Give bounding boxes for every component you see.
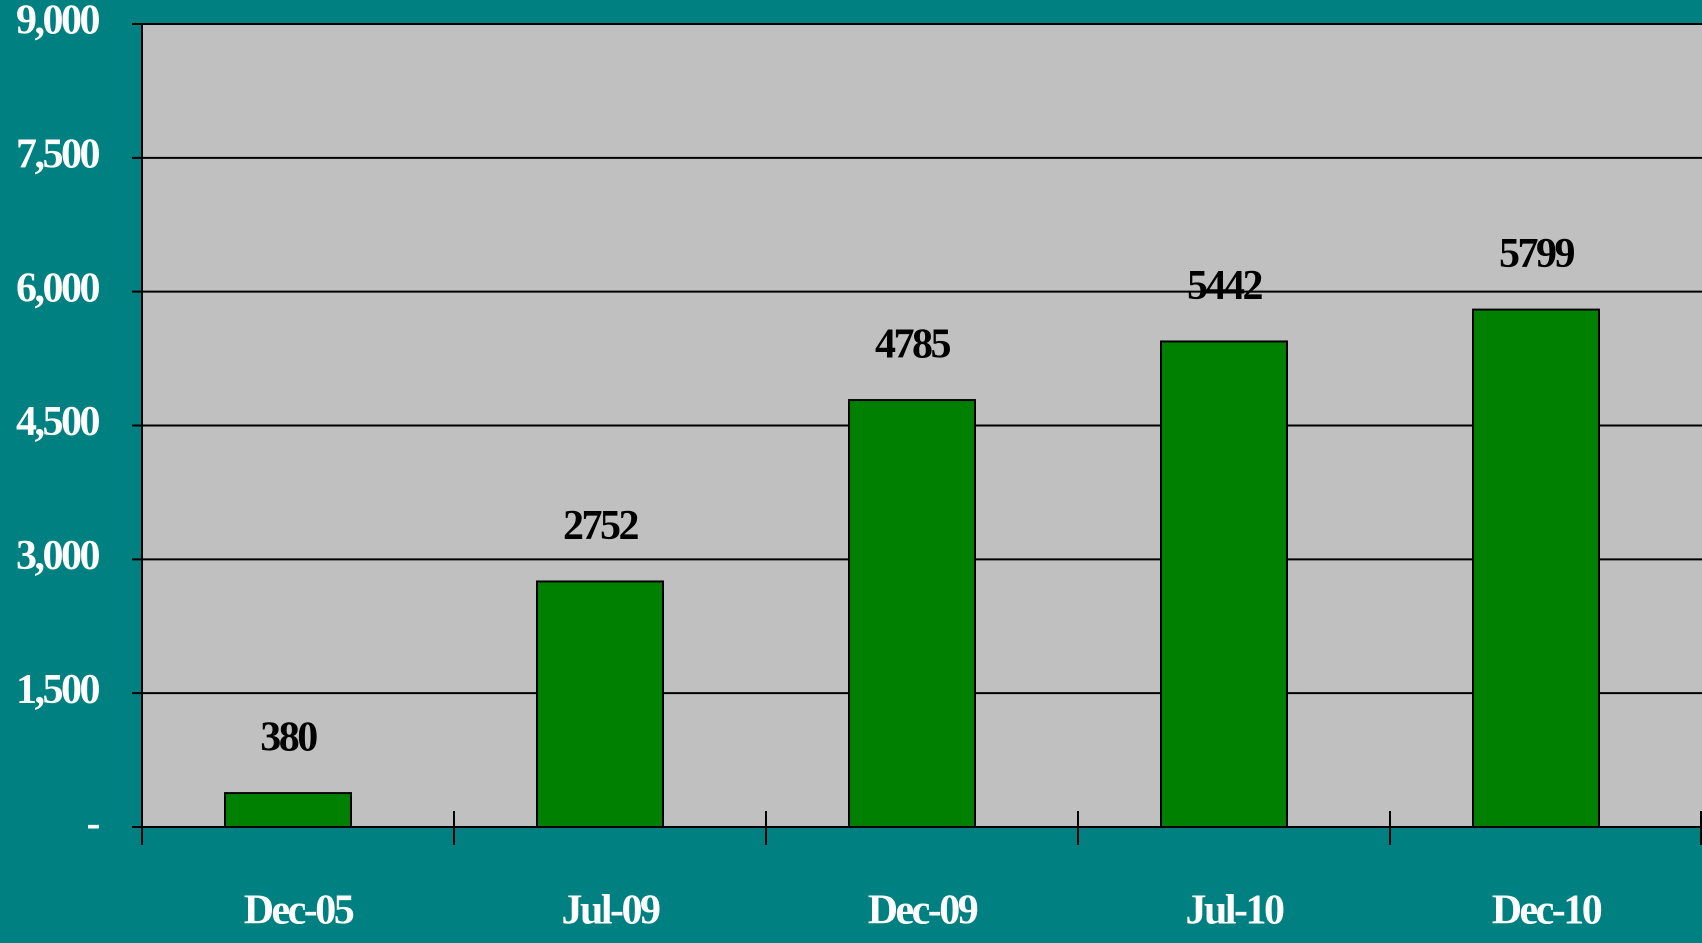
x-tick-label: Dec-09	[868, 888, 978, 934]
bar	[848, 399, 976, 828]
data-label: 2752	[563, 503, 639, 549]
data-label: 4785	[875, 322, 951, 368]
data-label: 380	[260, 715, 317, 761]
x-tick-label: Dec-10	[1492, 888, 1602, 934]
bar	[1160, 340, 1288, 828]
bar	[536, 580, 664, 828]
bar	[224, 792, 352, 829]
x-tick-label: Jul-09	[561, 888, 660, 934]
x-tick-label: Jul-10	[1185, 888, 1284, 934]
y-tick-label: 4,500	[16, 399, 100, 445]
x-tick-label: Dec-05	[244, 888, 354, 934]
data-label: 5799	[1499, 231, 1575, 277]
y-tick-label: 7,500	[16, 131, 100, 177]
y-tick-label: 1,500	[16, 667, 100, 713]
y-tick-label: -	[87, 801, 100, 847]
bar	[1472, 308, 1600, 828]
data-label: 5442	[1187, 263, 1263, 309]
y-tick-label: 6,000	[16, 265, 100, 311]
y-tick-label: 3,000	[16, 533, 100, 579]
y-tick-label: 9,000	[16, 0, 100, 44]
